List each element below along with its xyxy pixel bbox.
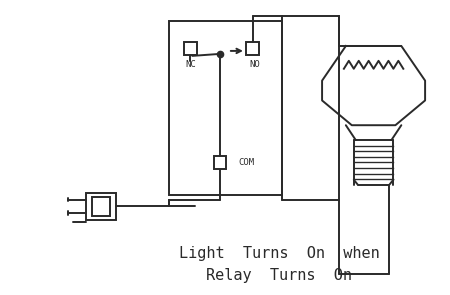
Text: Relay  Turns  On: Relay Turns On — [207, 268, 352, 283]
Bar — [214, 156, 226, 169]
Bar — [92, 196, 110, 216]
Bar — [86, 193, 116, 220]
Text: NO: NO — [249, 60, 260, 69]
Text: COM: COM — [238, 158, 254, 167]
Bar — [169, 21, 283, 195]
Text: NC: NC — [185, 60, 196, 69]
Bar — [246, 42, 259, 55]
Text: Light  Turns  On  when: Light Turns On when — [179, 247, 380, 261]
Bar — [184, 42, 197, 55]
